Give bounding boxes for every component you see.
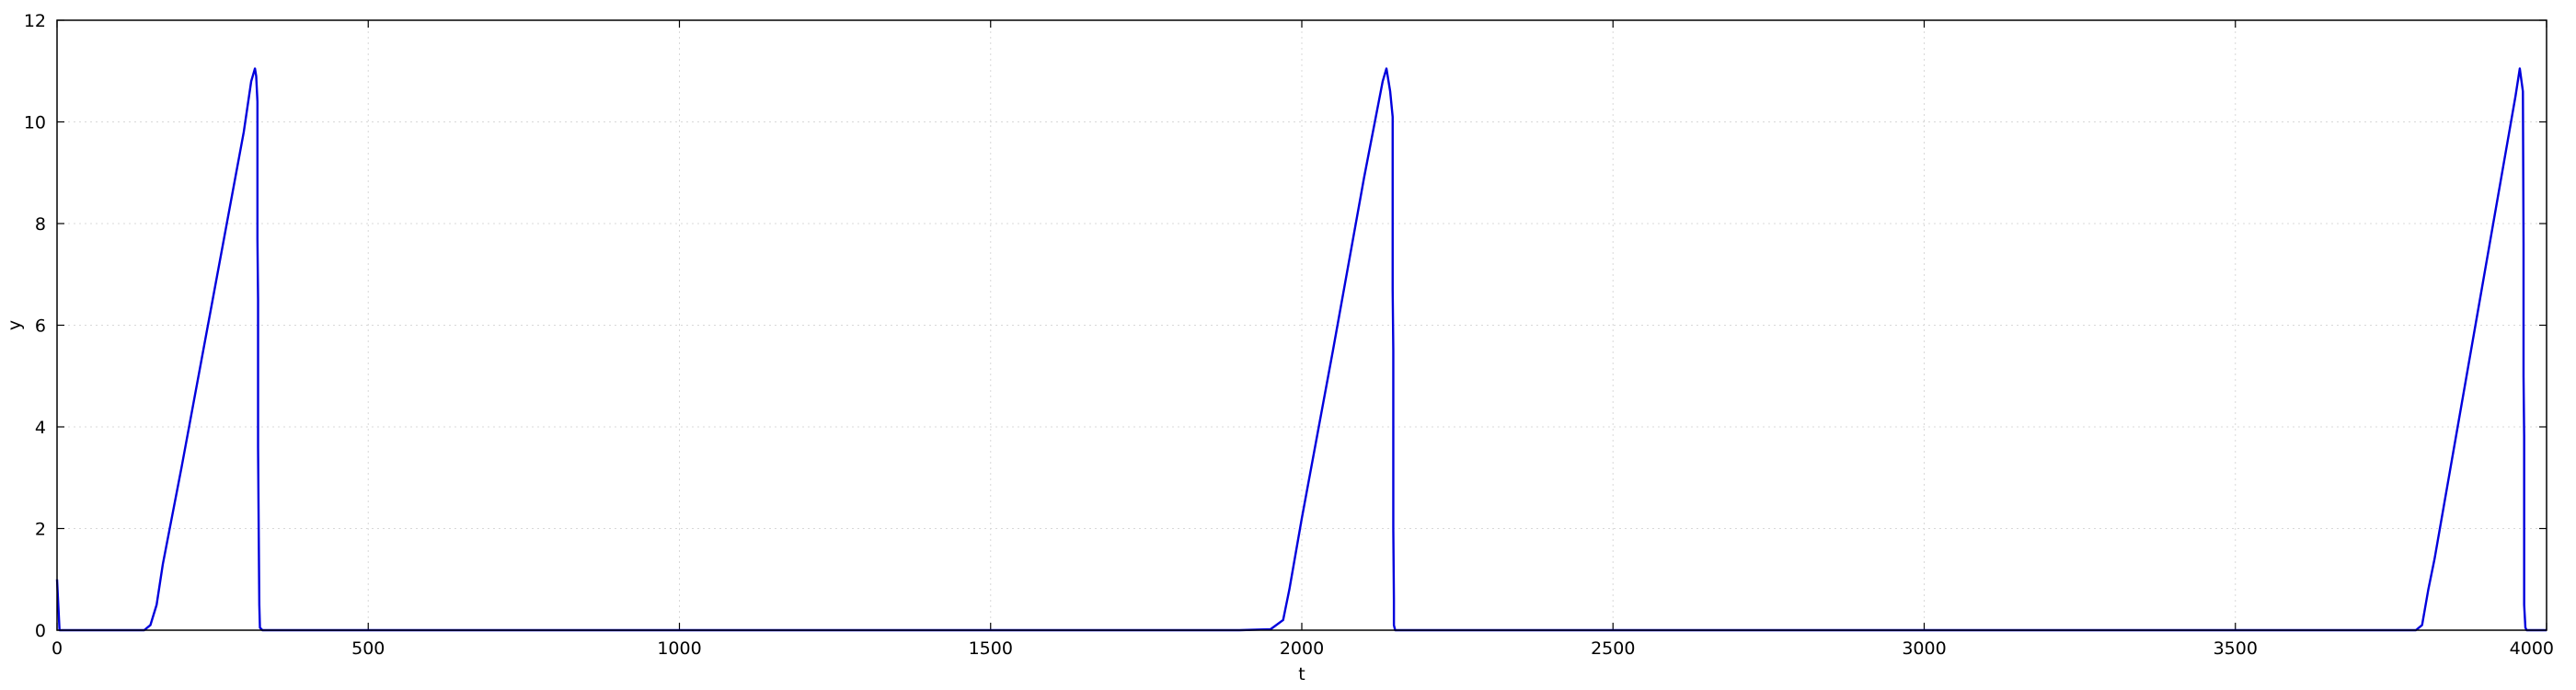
y-tick-label: 2 [35, 520, 46, 540]
series-layer [55, 67, 2547, 632]
x-tick-label: 4000 [2510, 638, 2554, 659]
x-axis-label: t [1298, 664, 1305, 684]
x-tick-label: 2500 [1591, 638, 1635, 659]
y-tick-label: 4 [35, 418, 46, 438]
axis-ticks: 0 500 1000 1500 2000 2500 3000 3500 4000 0 2 4 6 8 10 1… [24, 11, 2554, 659]
y-tick-label: 8 [35, 214, 46, 235]
y-tick-label: 6 [35, 316, 46, 337]
x-tick-label: 0 [52, 638, 63, 659]
x-tick-label: 1000 [657, 638, 701, 659]
grid [57, 20, 2547, 630]
plot-frame [56, 19, 2547, 631]
y-tick-label: 12 [24, 11, 46, 31]
series-line [55, 67, 2547, 632]
y-axis-label: y [5, 320, 25, 330]
x-tick-label: 3000 [1902, 638, 1946, 659]
x-tick-label: 2000 [1280, 638, 1324, 659]
x-tick-label: 1500 [969, 638, 1013, 659]
y-tick-label: 0 [35, 621, 46, 641]
y-tick-label: 10 [24, 113, 46, 133]
x-tick-label: 3500 [2214, 638, 2258, 659]
x-tick-label: 500 [351, 638, 385, 659]
